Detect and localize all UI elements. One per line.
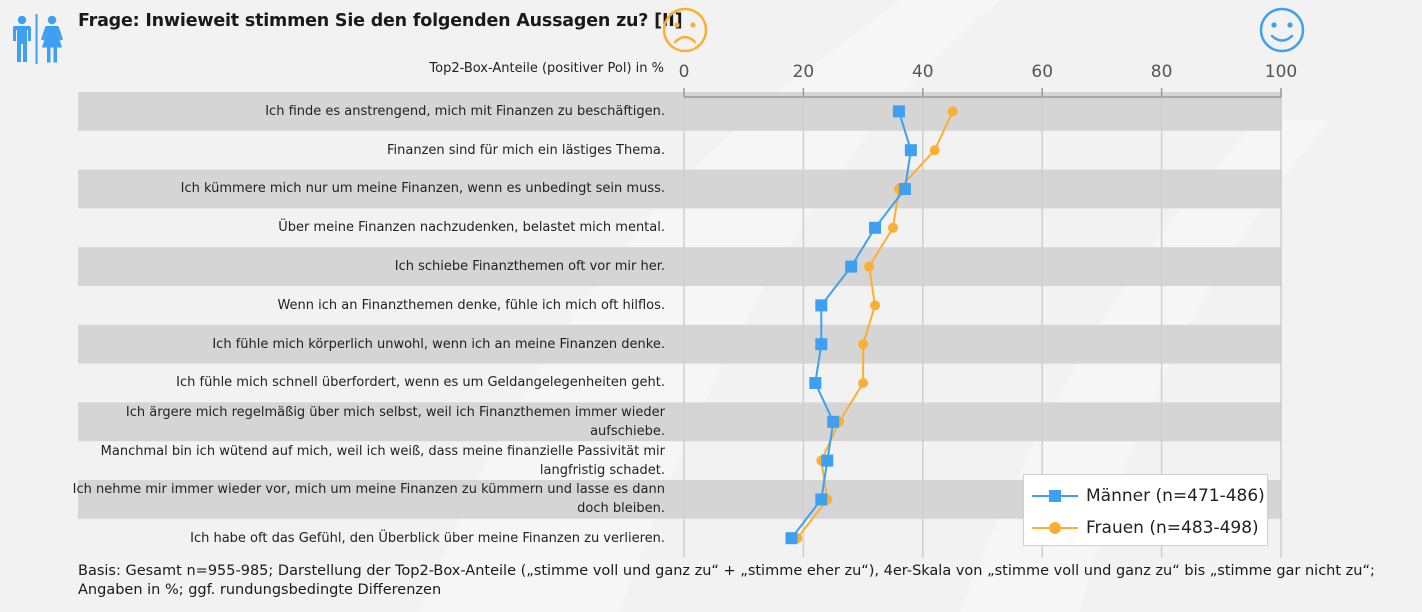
x-tick-label: 100 xyxy=(1265,62,1297,82)
data-point-maenner xyxy=(827,415,840,428)
data-point-maenner xyxy=(869,221,882,234)
legend-label: Frauen (n=483-498) xyxy=(1086,518,1259,538)
legend-label: Männer (n=471-486) xyxy=(1086,486,1265,506)
category-label: Ich fühle mich schnell überfordert, wenn… xyxy=(176,375,665,391)
x-tick-label: 0 xyxy=(679,62,690,82)
row-band xyxy=(78,247,1282,286)
row-band xyxy=(78,324,1282,364)
data-point-maenner xyxy=(815,338,828,351)
data-point-frauen xyxy=(870,300,881,311)
category-label: Ich ärgere mich regelmäßig über mich sel… xyxy=(125,404,665,439)
row-band xyxy=(78,169,1282,209)
data-point-frauen xyxy=(929,145,940,156)
category-label: Ich kümmere mich nur um meine Finanzen, … xyxy=(180,181,665,197)
legend-item-maenner: Männer (n=471-486) xyxy=(1030,483,1265,509)
row-band xyxy=(78,402,1282,442)
data-point-maenner xyxy=(815,299,828,312)
x-tick-label: 20 xyxy=(793,62,815,82)
sad-face-icon xyxy=(662,7,708,53)
x-axis-caption: Top2-Box-Anteile (positiver Pol) in % xyxy=(429,61,664,76)
men-women-icon xyxy=(13,14,63,64)
data-point-frauen xyxy=(858,339,869,350)
category-label: Ich fühle mich körperlich unwohl, wenn i… xyxy=(212,336,665,352)
series-line-maenner xyxy=(790,111,912,539)
series-line-frauen xyxy=(796,110,954,539)
data-point-maenner xyxy=(904,144,917,157)
data-point-frauen xyxy=(858,378,869,388)
data-point-maenner xyxy=(845,260,858,273)
legend-item-frauen: Frauen (n=483-498) xyxy=(1030,515,1259,541)
category-label: Finanzen sind für mich ein lästiges Them… xyxy=(386,142,665,158)
data-point-maenner xyxy=(815,493,828,506)
category-label: Ich schiebe Finanzthemen oft vor mir her… xyxy=(394,259,665,275)
category-label: Über meine Finanzen nachzudenken, belast… xyxy=(278,220,665,236)
category-label: Manchmal bin ich wütend auf mich, weil i… xyxy=(100,443,665,478)
data-point-maenner xyxy=(809,377,822,389)
data-point-maenner xyxy=(821,454,834,467)
chart-legend: Männer (n=471-486) Frauen (n=483-498) xyxy=(1023,474,1268,546)
category-label: Ich nehme mir immer wieder vor, mich um … xyxy=(72,482,665,517)
circle-marker-icon xyxy=(1032,522,1078,534)
category-label: Wenn ich an Finanzthemen denke, fühle ic… xyxy=(277,297,665,313)
data-point-maenner xyxy=(898,183,911,195)
data-point-frauen xyxy=(947,106,958,117)
data-point-maenner xyxy=(785,532,798,545)
row-band xyxy=(78,92,1282,131)
happy-face-icon xyxy=(1259,7,1305,53)
category-label: Ich finde es anstrengend, mich mit Finan… xyxy=(265,103,665,119)
x-tick-label: 40 xyxy=(912,62,934,82)
x-tick-label: 60 xyxy=(1031,62,1053,82)
x-tick-label: 80 xyxy=(1151,62,1173,82)
data-point-maenner xyxy=(892,105,905,118)
square-marker-icon xyxy=(1032,490,1078,502)
data-point-frauen xyxy=(864,261,875,272)
category-label: Ich habe oft das Gefühl, den Überblick ü… xyxy=(190,530,665,546)
data-point-frauen xyxy=(887,222,898,233)
footnote: Basis: Gesamt n=955-985; Darstellung der… xyxy=(78,563,1375,598)
chart-title: Frage: Inwieweit stimmen Sie den folgend… xyxy=(78,11,683,31)
